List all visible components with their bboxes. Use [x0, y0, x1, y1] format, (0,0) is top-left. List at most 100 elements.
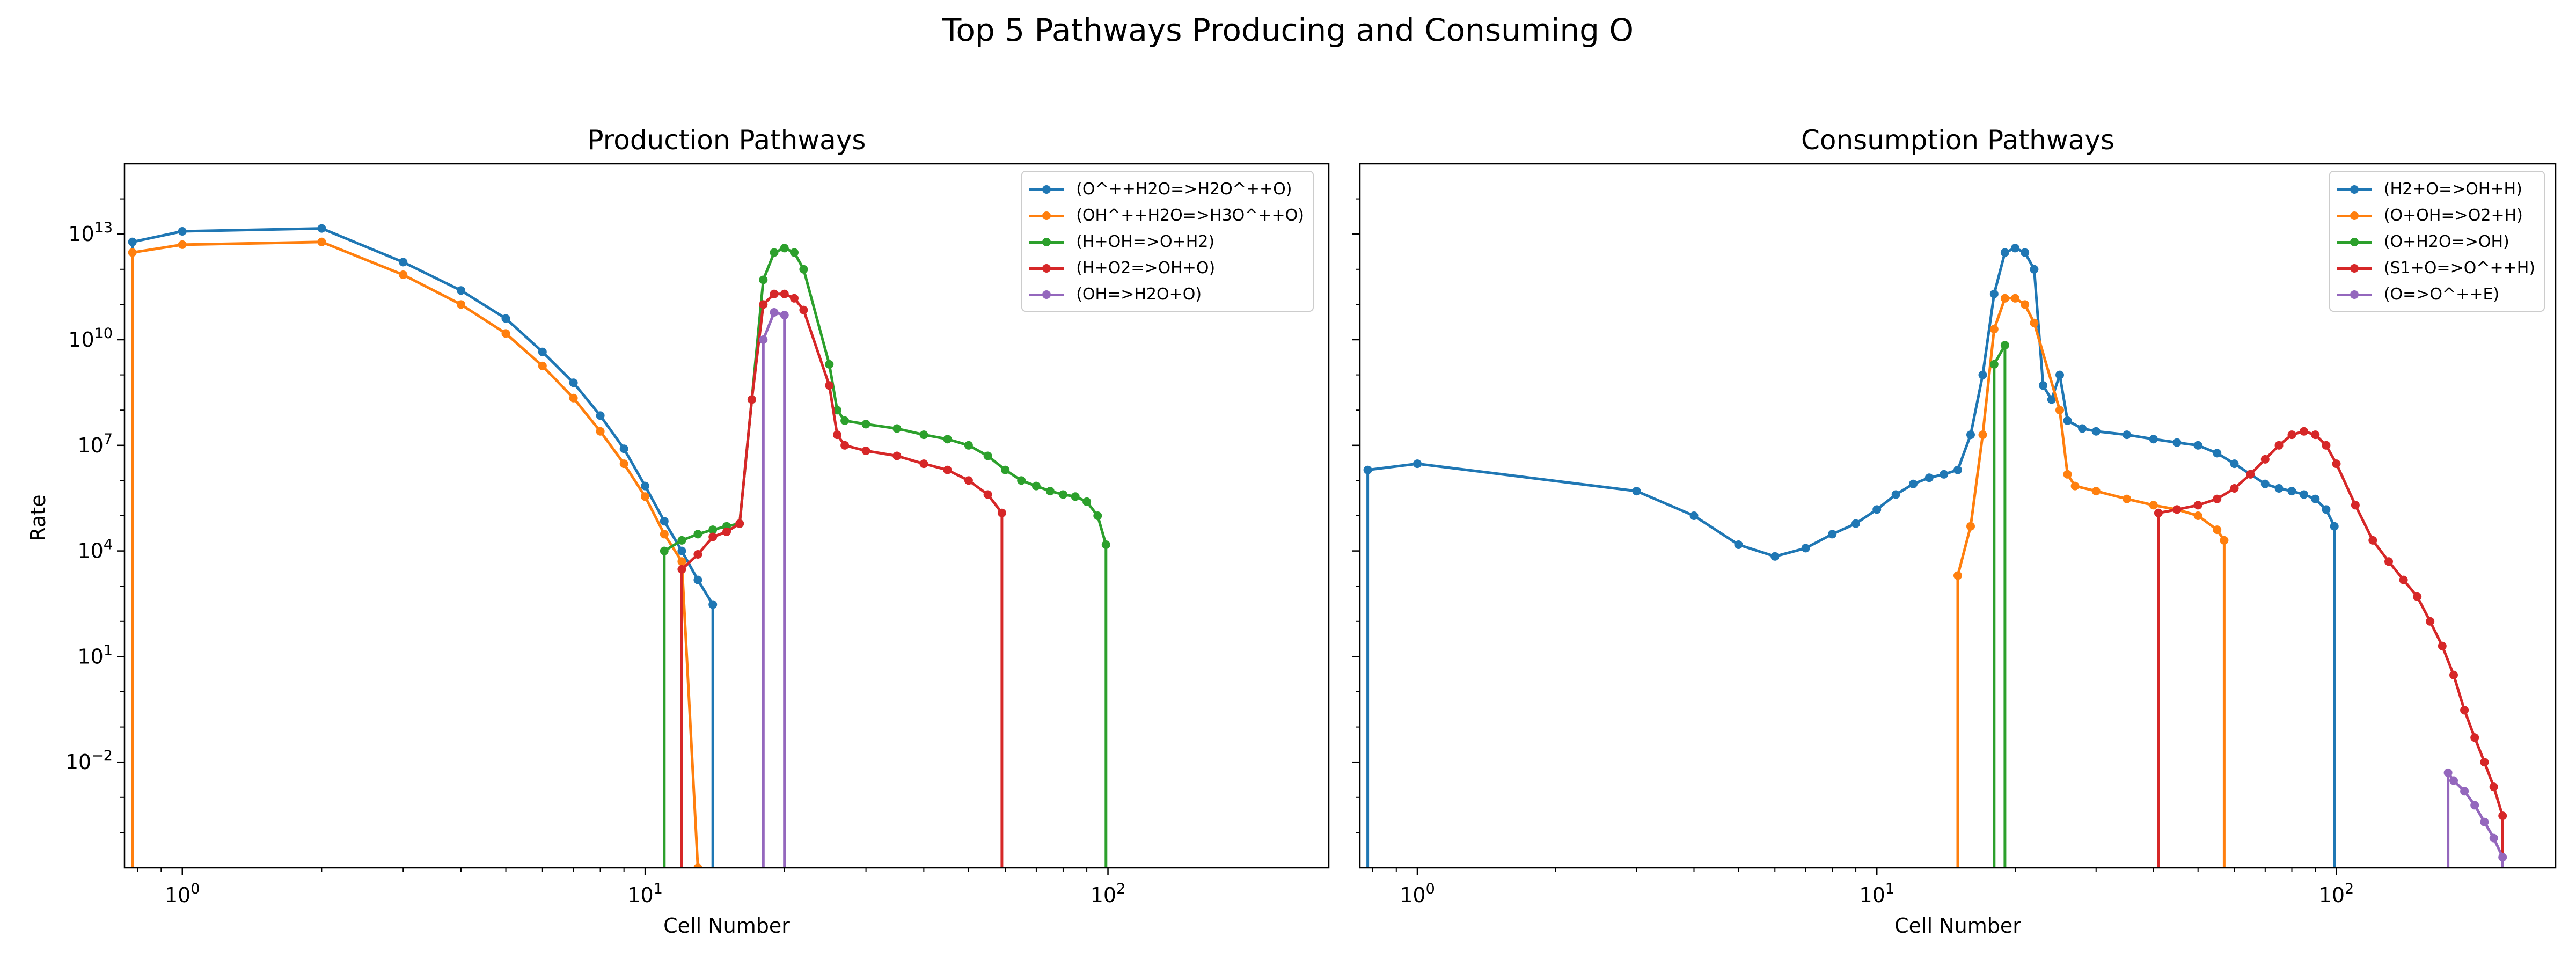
- data-point: [735, 519, 744, 528]
- data-point: [2154, 508, 2163, 517]
- data-point: [983, 490, 992, 499]
- data-point: [2030, 318, 2039, 327]
- data-point: [596, 411, 605, 420]
- series-0: [128, 224, 718, 868]
- data-point: [2300, 490, 2308, 499]
- consumption-panel-title: Consumption Pathways: [1801, 125, 2114, 156]
- series-1: [1953, 294, 2229, 868]
- data-point: [1953, 465, 1962, 474]
- series-line: [1993, 343, 2007, 868]
- data-point: [2230, 459, 2239, 469]
- data-point: [2021, 300, 2030, 309]
- data-point: [1017, 476, 1026, 485]
- legend-swatch: [1029, 260, 1065, 276]
- data-point: [1413, 459, 1422, 469]
- data-point: [2287, 487, 2296, 496]
- data-point: [833, 430, 841, 440]
- data-point: [2449, 670, 2458, 679]
- data-point: [2489, 782, 2498, 792]
- legend-label: (H+O2=>OH+O): [1076, 259, 1216, 277]
- data-point: [693, 575, 702, 584]
- data-point: [2274, 484, 2284, 493]
- data-point: [1093, 511, 1102, 520]
- data-point: [2213, 494, 2222, 503]
- series-line: [131, 240, 699, 868]
- data-point: [2274, 441, 2284, 450]
- data-point: [569, 378, 578, 387]
- x-tick-label: 100: [165, 881, 200, 907]
- series-2: [1989, 341, 2009, 868]
- data-point: [1001, 465, 1010, 474]
- legend-swatch: [1029, 287, 1065, 303]
- data-point: [799, 305, 808, 314]
- data-point: [2480, 817, 2489, 826]
- data-point: [861, 420, 870, 429]
- data-point: [943, 465, 952, 474]
- data-point: [833, 406, 841, 415]
- y-tick-label: 107: [77, 431, 113, 457]
- legend-label: (H+OH=>O+H2): [1076, 232, 1215, 251]
- data-point: [759, 335, 768, 344]
- data-point: [2123, 430, 2132, 440]
- data-point: [2039, 381, 2047, 390]
- data-point: [1978, 430, 1987, 440]
- data-point: [1953, 571, 1962, 580]
- data-point: [770, 289, 779, 298]
- data-point: [677, 557, 686, 566]
- data-point: [569, 393, 578, 402]
- data-point: [919, 459, 928, 469]
- data-point: [919, 430, 928, 440]
- consumption-panel: Consumption Pathways 100 101 102 Cell Numb…: [1352, 125, 2557, 938]
- data-point: [660, 546, 669, 555]
- production-axes: 100 101 102 1013 1010 107 104 101 10−2: [65, 163, 1330, 907]
- data-point: [2287, 430, 2296, 440]
- data-point: [2470, 801, 2479, 810]
- data-point: [799, 265, 808, 274]
- data-point: [943, 435, 952, 444]
- data-point: [2460, 706, 2469, 715]
- consumption-plot-area: [1363, 244, 2507, 868]
- data-point: [2332, 459, 2341, 469]
- legend-swatch: [2336, 260, 2372, 276]
- data-point: [840, 416, 850, 425]
- data-point: [399, 270, 408, 279]
- legend-label: (O=>O^++E): [2383, 285, 2500, 304]
- data-point: [1966, 430, 1975, 440]
- series-line: [2157, 430, 2504, 868]
- series-0: [1363, 244, 2339, 868]
- data-point: [780, 311, 789, 320]
- series-line: [1956, 297, 2226, 868]
- data-point: [2091, 427, 2101, 436]
- consumption-axes: 100 101 102: [1352, 163, 2557, 907]
- legend-label: (H2+O=>OH+H): [2383, 180, 2522, 199]
- legend-entry: (H2+O=>OH+H): [2336, 176, 2535, 202]
- production-x-axis-label: Cell Number: [663, 914, 790, 938]
- data-point: [2021, 248, 2030, 257]
- legend-label: (O+OH=>O2+H): [2383, 206, 2523, 225]
- data-point: [2260, 455, 2270, 464]
- data-point: [1989, 360, 1999, 369]
- data-point: [1909, 479, 1918, 488]
- data-point: [2000, 248, 2009, 257]
- data-point: [892, 424, 902, 433]
- y-tick-label: 1013: [68, 219, 113, 246]
- x-tick-label: 101: [627, 881, 663, 907]
- data-point: [2351, 501, 2360, 510]
- data-point: [2000, 341, 2009, 350]
- data-point: [2246, 470, 2255, 479]
- data-point: [693, 530, 702, 539]
- data-point: [2260, 479, 2270, 488]
- data-point: [1828, 530, 1837, 539]
- legend-entry: (O=>O^++E): [2336, 281, 2535, 308]
- data-point: [457, 286, 465, 295]
- legend-swatch: [2336, 234, 2372, 250]
- data-point: [317, 237, 326, 246]
- legend-label: (S1+O=>O^++H): [2383, 259, 2535, 277]
- data-point: [2220, 536, 2229, 545]
- data-point: [693, 550, 702, 559]
- data-point: [2193, 501, 2202, 510]
- data-point: [2011, 244, 2019, 253]
- data-point: [747, 395, 756, 404]
- y-tick-label: 1010: [68, 325, 113, 352]
